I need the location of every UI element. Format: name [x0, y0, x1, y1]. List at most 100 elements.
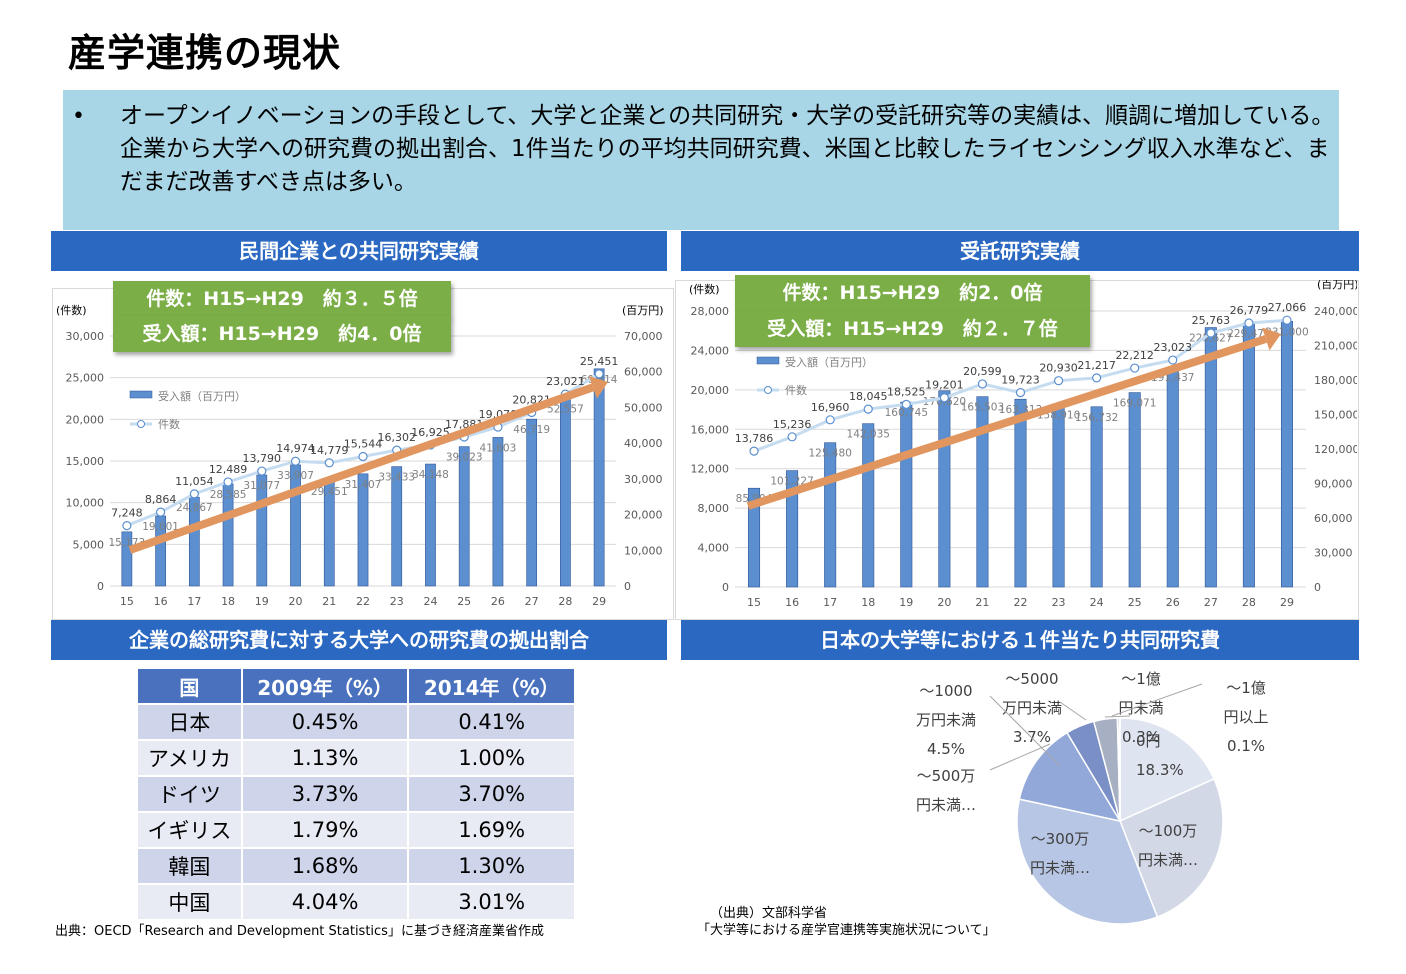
legend-line-marker [138, 421, 145, 428]
count-value-label: 23,023 [1154, 341, 1193, 354]
pie-label: ～1億円以上 0.1% [1223, 679, 1268, 755]
right-axis-label: (百万円) [622, 304, 664, 317]
count-point [940, 394, 948, 402]
count-value-label: 18,525 [887, 385, 926, 398]
x-axis-tick: 27 [1204, 596, 1218, 609]
right-axis-tick: 120,000 [1314, 443, 1357, 456]
pie-label: ～5000 万円未満 3.7% [1002, 670, 1062, 746]
right-axis-tick: 60,000 [1314, 512, 1353, 525]
contract-amount-callout: 受入額：H15→H29 約２．７倍 [735, 311, 1090, 347]
pie-label-line: 万円未満 [916, 711, 976, 729]
right-axis-tick: 70,000 [624, 330, 663, 343]
count-point [1245, 319, 1253, 327]
count-point [123, 522, 131, 530]
bar-value-label: 142,035 [847, 429, 890, 441]
right-axis-tick: 150,000 [1314, 409, 1357, 422]
pie-leader-line [1060, 702, 1086, 720]
table-cell: 0.45% [242, 704, 409, 740]
x-axis-tick: 15 [120, 595, 134, 608]
count-value-label: 26,779 [1230, 304, 1269, 317]
count-point [1207, 329, 1215, 337]
x-axis-tick: 29 [1280, 596, 1294, 609]
x-axis-tick: 24 [1090, 596, 1104, 609]
table-row: ドイツ 3.73% 3.70% [138, 776, 575, 812]
right-axis-tick: 30,000 [1314, 547, 1353, 560]
right-axis-tick: 180,000 [1314, 374, 1357, 387]
bar-value-label: 34,148 [412, 469, 449, 481]
table-cell: 1.13% [242, 740, 409, 776]
pie-label-line: 万円未満 [1002, 699, 1062, 717]
left-axis-label: (件数) [56, 304, 87, 317]
table-cell: 1.69% [408, 812, 575, 848]
ratio-table: 国 2009年（%） 2014年（%） 日本 0.45% 0.41% アメリカ … [138, 669, 576, 919]
ratio-col-2014: 2014年（%） [408, 669, 575, 704]
table-cell: 中国 [138, 884, 242, 919]
table-row: 中国 4.04% 3.01% [138, 884, 575, 919]
source-right-line2: 「大学等における産学官連携等実施状況について」 [697, 919, 996, 938]
x-axis-tick: 23 [1052, 596, 1066, 609]
x-axis-tick: 15 [747, 596, 761, 609]
bar [594, 369, 604, 586]
count-value-label: 11,054 [175, 475, 214, 488]
table-cell: 1.79% [242, 812, 409, 848]
x-axis-tick: 20 [289, 595, 303, 608]
legend-line-label: 件数 [158, 418, 180, 431]
left-axis-tick: 0 [97, 580, 104, 593]
pie-label: ～500万円未満… [916, 767, 976, 814]
right-axis-tick: 0 [624, 580, 631, 593]
x-axis-tick: 22 [1014, 596, 1028, 609]
bar [459, 447, 469, 586]
count-point [1131, 364, 1139, 372]
count-value-label: 15,236 [773, 418, 812, 431]
count-value-label: 25,763 [1192, 314, 1231, 327]
pie-label-line: 0.3% [1122, 728, 1160, 746]
table-row: 日本 0.45% 0.41% [138, 704, 575, 740]
count-value-label: 13,790 [243, 452, 281, 465]
count-value-label: 16,960 [811, 401, 850, 414]
table-cell: 3.73% [242, 776, 409, 812]
count-value-label: 27,066 [1268, 301, 1307, 314]
ratio-col-2009: 2009年（%） [242, 669, 409, 704]
left-axis-tick: 5,000 [73, 538, 105, 551]
pie-label-line: 4.5% [927, 740, 965, 758]
table-cell: 3.01% [408, 884, 575, 919]
right-axis-label: (百万円) [1317, 280, 1357, 291]
pie-label-line: 0.1% [1227, 737, 1265, 755]
x-axis-tick: 21 [322, 595, 336, 608]
ratio-header: 企業の総研究費に対する大学への研究費の拠出割合 [51, 620, 667, 660]
count-point [864, 405, 872, 413]
x-axis-tick: 29 [592, 595, 606, 608]
count-value-label: 14,974 [276, 442, 315, 455]
page-title: 産学連携の現状 [68, 22, 341, 77]
left-axis-tick: 16,000 [691, 423, 730, 436]
bar-value-label: 31,407 [345, 479, 382, 491]
left-axis-tick: 12,000 [691, 463, 730, 476]
right-axis-tick: 0 [1314, 581, 1321, 594]
table-cell: イギリス [138, 812, 242, 848]
x-axis-tick: 16 [785, 596, 799, 609]
left-axis-tick: 24,000 [691, 344, 730, 357]
bar-value-label: 41,603 [480, 442, 517, 454]
bar [863, 424, 874, 587]
table-row: 韓国 1.68% 1.30% [138, 848, 575, 884]
left-axis-tick: 20,000 [66, 413, 105, 426]
bar [1015, 399, 1026, 587]
count-point [1283, 316, 1291, 324]
per-case-header: 日本の大学等における１件当たり共同研究費 [681, 620, 1359, 660]
count-point [788, 433, 796, 441]
count-point [902, 400, 910, 408]
bar-value-label: 125,480 [808, 448, 851, 460]
legend-line-label: 件数 [785, 384, 807, 397]
x-axis-tick: 25 [1128, 596, 1142, 609]
x-axis-tick: 27 [525, 595, 539, 608]
left-axis-tick: 30,000 [66, 330, 105, 343]
pie-label-line: 円未満 [1118, 699, 1163, 717]
x-axis-tick: 20 [937, 596, 951, 609]
count-point [595, 370, 603, 378]
bar [939, 391, 950, 587]
x-axis-tick: 25 [457, 595, 471, 608]
x-axis-tick: 26 [491, 595, 505, 608]
pie-label-line: 円未満… [1030, 859, 1090, 877]
pie-label-line: 円未満… [916, 796, 976, 814]
right-axis-tick: 10,000 [624, 544, 663, 557]
